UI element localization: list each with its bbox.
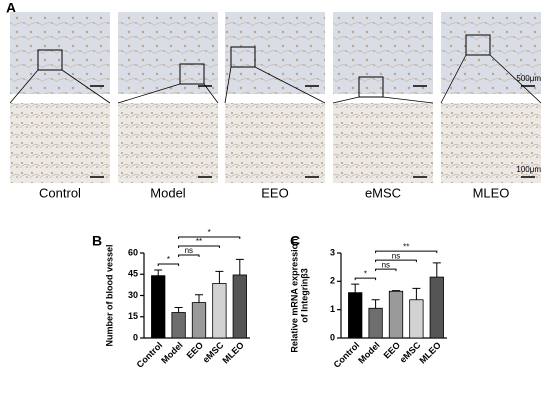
zoom-line [440, 54, 467, 104]
x-tick-label: MLEO [417, 340, 442, 365]
group-label: Model [150, 185, 186, 200]
significance-bracket [178, 236, 241, 239]
zoom-box [37, 49, 63, 71]
micrograph-high [225, 103, 325, 183]
error-bar [392, 290, 400, 292]
significance-label: ns [185, 246, 193, 255]
scale-label: 500μm [516, 74, 541, 83]
y-tick-label: 3 [330, 247, 335, 257]
zoom-line [224, 66, 232, 104]
panel-label: C [290, 233, 300, 249]
y-tick-label: 1 [330, 304, 335, 314]
y-axis-label: Number of blood vessel [104, 244, 114, 346]
x-tick-label: Control [332, 340, 362, 370]
error-bar [412, 287, 421, 300]
y-tick-label: 15 [128, 311, 138, 321]
group-label: Control [39, 185, 81, 200]
zoom-box [465, 34, 491, 56]
significance-label: ** [196, 237, 202, 246]
bar [212, 283, 227, 339]
micrograph-high [333, 103, 433, 183]
zoom-line [203, 83, 219, 104]
scale-label: 100μm [516, 165, 541, 174]
zoom-box [230, 46, 256, 68]
group-label: EEO [261, 185, 288, 200]
y-tick-label: 45 [128, 269, 138, 279]
zoom-line [332, 96, 360, 104]
x-tick-label: Model [159, 340, 184, 365]
error-bar [174, 307, 183, 313]
error-bar [154, 269, 163, 276]
significance-label: * [364, 269, 367, 278]
error-bar [215, 270, 224, 284]
significance-label: * [208, 228, 211, 237]
bar [368, 307, 383, 339]
zoom-line [9, 69, 39, 104]
significance-label: ns [382, 260, 390, 269]
x-tick-label: MLEO [220, 340, 245, 365]
significance-bracket [178, 245, 220, 248]
significance-label: * [167, 255, 170, 264]
group-label: eMSC [365, 185, 401, 200]
y-tick-label: 0 [133, 332, 138, 342]
y-axis-label: of Integrinβ3 [299, 268, 309, 323]
zoom-line [382, 96, 434, 104]
x-tick-label: Control [135, 340, 165, 370]
micrograph-low [118, 12, 218, 94]
significance-bracket [375, 268, 397, 272]
zoom-line [489, 54, 542, 104]
micrograph-low [441, 12, 541, 94]
error-bar [351, 283, 360, 293]
micrograph-low [10, 12, 110, 94]
y-tick-label: 2 [330, 276, 335, 286]
micrograph-high [118, 103, 218, 183]
bar [191, 302, 207, 339]
zoom-box [358, 76, 384, 98]
zoom-line [61, 69, 111, 104]
zoom-line [117, 83, 181, 104]
zoom-box [179, 63, 205, 85]
group-label: MLEO [473, 185, 510, 200]
micrograph-high [441, 103, 541, 183]
y-axis-label: Relative mRNA expression [289, 238, 299, 352]
bar [429, 276, 444, 339]
zoom-line [254, 66, 326, 104]
bar [171, 312, 186, 339]
bar [388, 290, 404, 339]
significance-bracket [375, 250, 438, 254]
bar [409, 299, 424, 339]
significance-bracket [178, 254, 200, 257]
micrograph-high [10, 103, 110, 183]
significance-bracket [354, 277, 377, 281]
panel-label: B [92, 233, 102, 249]
error-bar [432, 262, 441, 278]
x-tick-label: Model [356, 340, 381, 365]
bar [151, 275, 166, 339]
significance-label: ns [392, 251, 400, 260]
error-bar [195, 294, 203, 303]
significance-bracket [375, 259, 417, 263]
bar [232, 274, 247, 339]
micrograph-low [225, 12, 325, 94]
y-tick-label: 60 [128, 247, 138, 257]
error-bar [235, 258, 244, 275]
y-tick-label: 30 [128, 290, 138, 300]
significance-label: ** [403, 242, 409, 251]
bar [348, 292, 363, 339]
significance-bracket [157, 263, 180, 266]
error-bar [371, 299, 380, 309]
y-tick-label: 0 [330, 332, 335, 342]
panel-label: A [6, 0, 16, 16]
